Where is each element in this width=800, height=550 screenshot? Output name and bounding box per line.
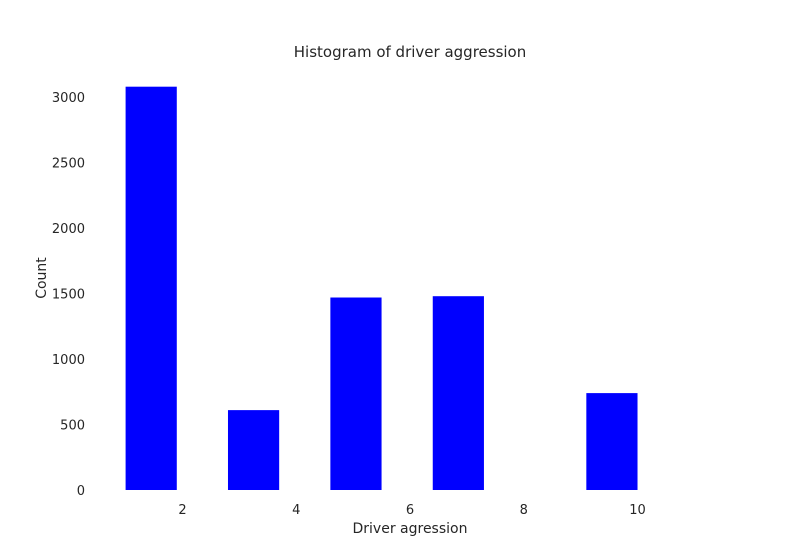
x-tick-label: 10 — [629, 503, 646, 518]
chart-title: Histogram of driver aggression — [294, 43, 527, 61]
x-axis-label: Driver agression — [353, 521, 468, 537]
x-tick-label: 8 — [520, 503, 528, 518]
y-tick-label: 1000 — [52, 353, 85, 368]
y-tick-label: 0 — [77, 484, 85, 499]
y-tick-label: 3000 — [52, 91, 85, 106]
y-tick-label: 1500 — [52, 288, 85, 303]
bars-group — [125, 86, 638, 490]
bar-5 — [586, 393, 638, 490]
bar-3 — [330, 297, 382, 490]
x-tick-label: 2 — [178, 503, 186, 518]
x-tick-label: 4 — [292, 503, 300, 518]
y-tick-labels: 0 500 1000 1500 2000 2500 3000 — [52, 91, 85, 499]
y-axis-label: Count — [34, 257, 50, 299]
bar-4 — [432, 296, 484, 490]
x-tick-label: 6 — [406, 503, 414, 518]
y-tick-label: 2000 — [52, 222, 85, 237]
x-tick-labels: 2 4 6 8 10 — [178, 503, 645, 518]
y-tick-label: 500 — [60, 419, 85, 434]
y-tick-label: 2500 — [52, 157, 85, 172]
bar-1 — [125, 86, 177, 490]
bar-2 — [227, 410, 280, 490]
